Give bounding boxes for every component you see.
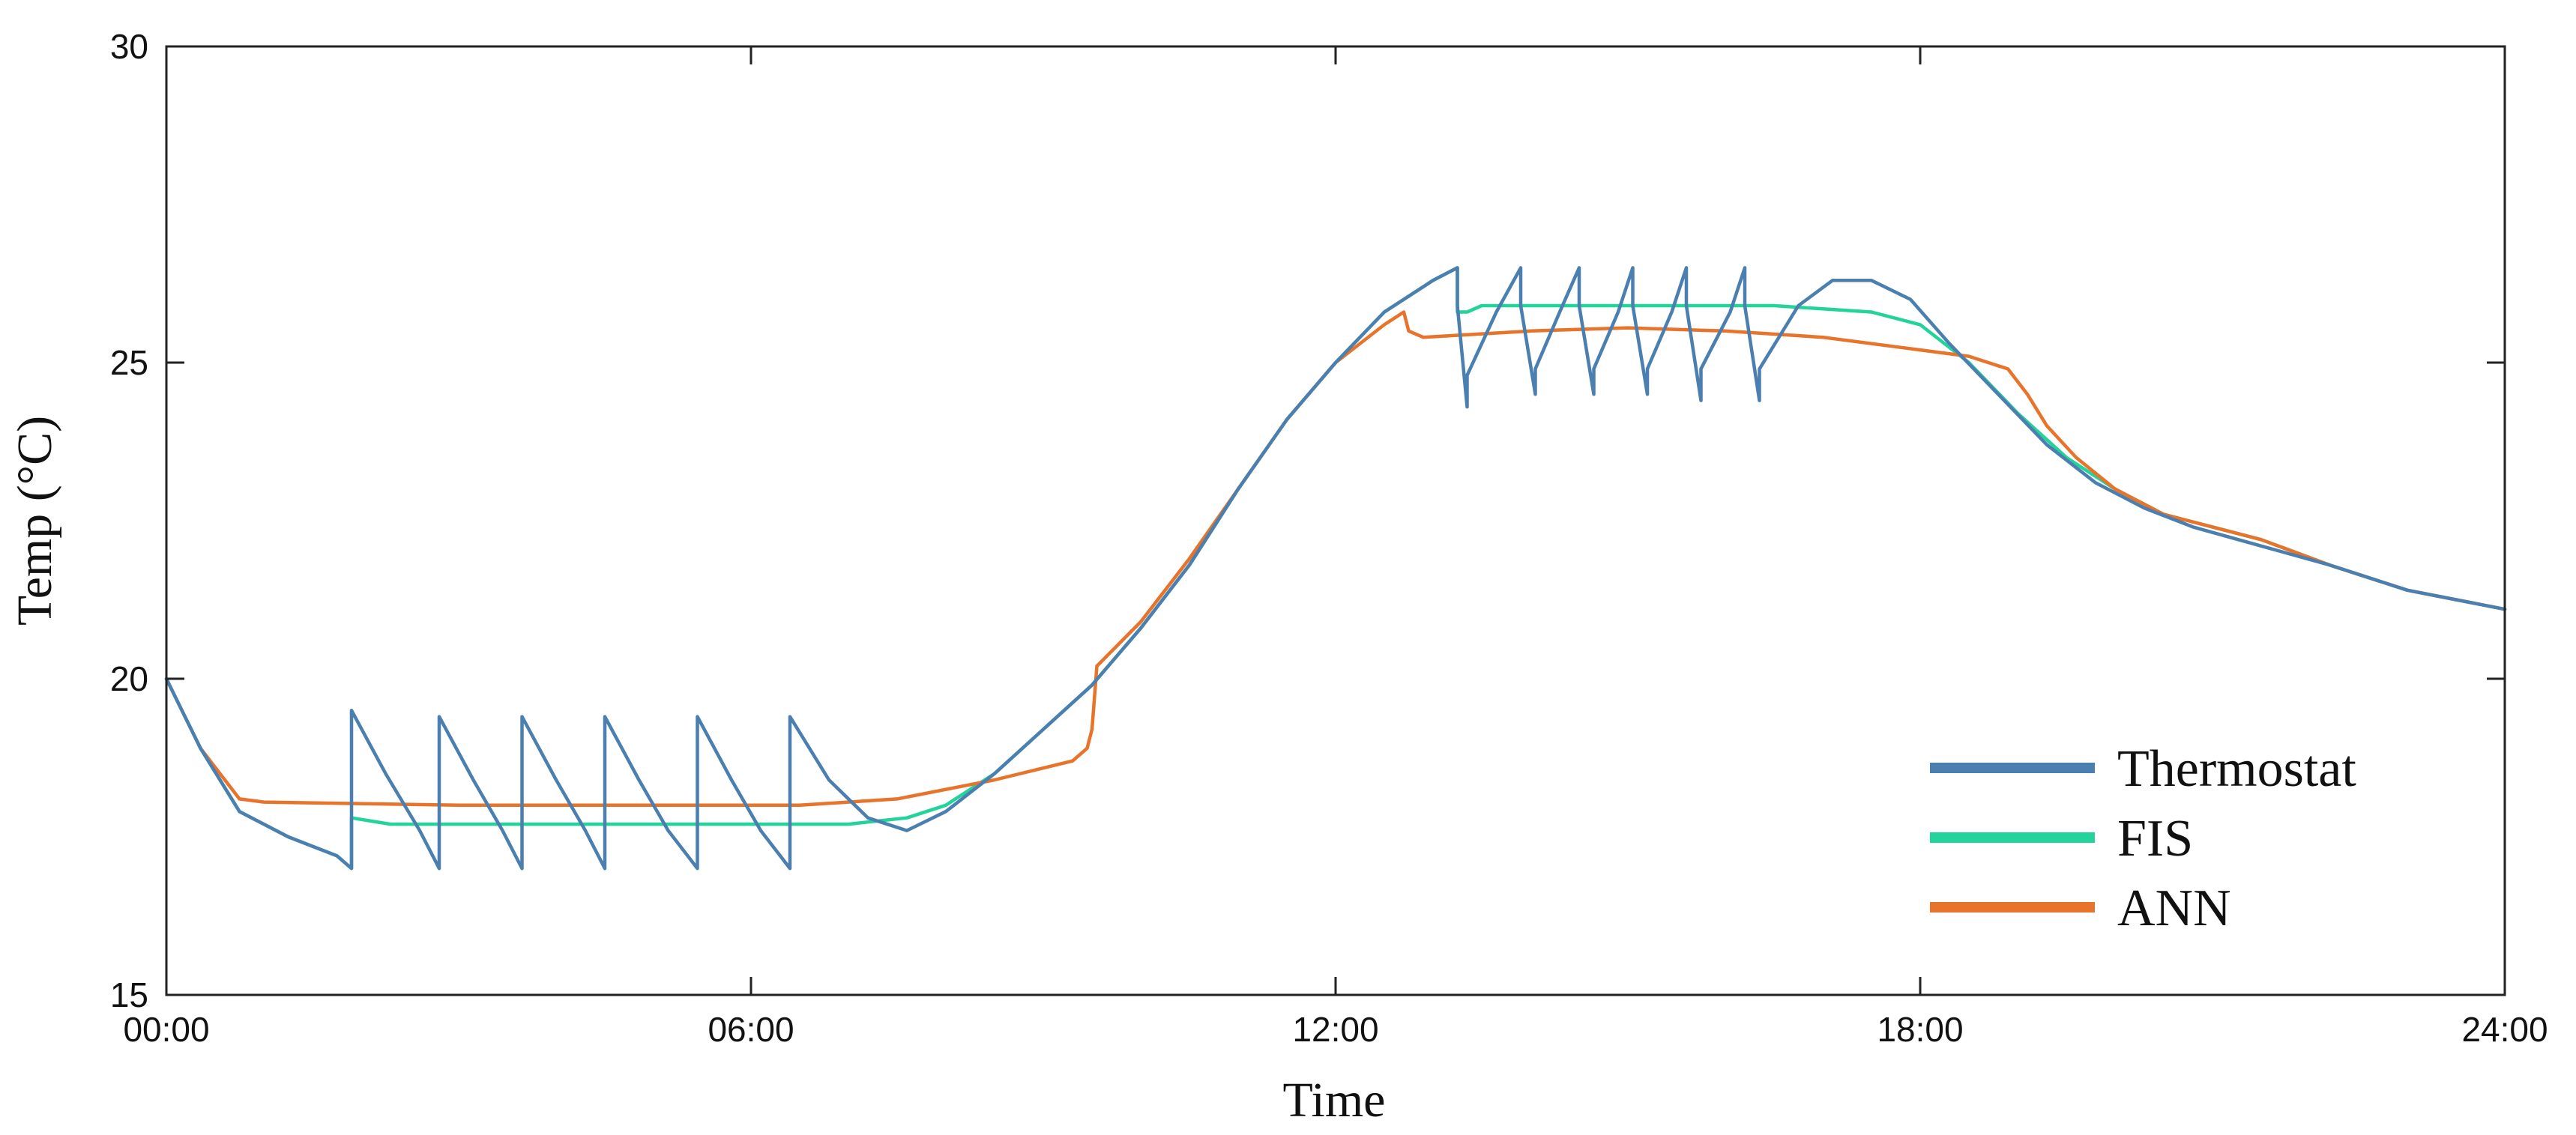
x-axis: 00:00 06:00 12:00 18:00 24:00 xyxy=(123,46,2548,1049)
y-tick-label: 30 xyxy=(110,27,148,66)
x-tick-label: 00:00 xyxy=(123,1010,209,1049)
x-axis-title: Time xyxy=(1283,1073,1386,1128)
legend-label-thermostat: Thermostat xyxy=(2117,740,2356,798)
series-line-thermostat xyxy=(164,266,2507,871)
y-tick-label: 25 xyxy=(110,343,148,382)
plot-area xyxy=(164,266,2507,871)
x-tick-label: 06:00 xyxy=(708,1010,794,1049)
y-tick-label: 20 xyxy=(110,659,148,698)
series-line-ann xyxy=(164,310,2507,808)
x-tick-label: 24:00 xyxy=(2461,1010,2548,1049)
legend-label-fis: FIS xyxy=(2117,810,2193,868)
x-tick-label: 12:00 xyxy=(1292,1010,1378,1049)
x-tick-label: 18:00 xyxy=(1877,1010,1963,1049)
legend-label-ann: ANN xyxy=(2117,880,2231,937)
y-axis: 15 20 25 30 xyxy=(110,27,2505,1014)
y-tick-label: 15 xyxy=(110,975,148,1014)
y-axis-title: Temp (°C) xyxy=(7,416,62,626)
legend: Thermostat FIS ANN xyxy=(1930,740,2356,937)
